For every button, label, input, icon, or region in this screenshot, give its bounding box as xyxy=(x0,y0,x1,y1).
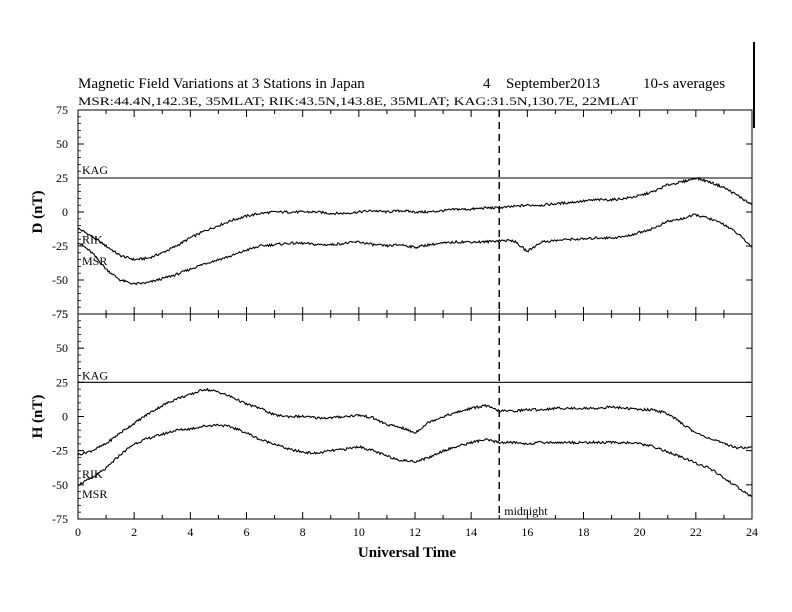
panel-d: 75 50 25 0 -25 -50 -75 KAG RIK MSR xyxy=(52,103,753,321)
series-line-d-rik xyxy=(77,176,753,262)
y-tick-label-h: 0 xyxy=(62,410,68,424)
series-line-h-rik xyxy=(77,387,753,456)
title-year: 2013 xyxy=(570,76,600,92)
y-tick-label-h: -25 xyxy=(52,444,68,458)
series-line-d-msr xyxy=(77,213,753,286)
y-tick-label-d: 50 xyxy=(56,137,68,151)
d-axis-label: D (nT) xyxy=(30,191,46,234)
h-axis-label: H (nT) xyxy=(30,395,46,439)
y-tick-label-h: -50 xyxy=(52,478,68,492)
station-label-d-msr: MSR xyxy=(82,254,107,268)
station-label-h-kag: KAG xyxy=(82,368,108,382)
station-label-h-rik: RIK xyxy=(82,467,103,481)
x-axis-label: Universal Time xyxy=(358,545,457,561)
x-tick-label: 6 xyxy=(244,525,250,539)
title-averaging: 10-s averages xyxy=(643,76,725,92)
panel-frame-d xyxy=(77,109,753,315)
title-month: September xyxy=(506,76,570,92)
x-tick-label: 12 xyxy=(409,525,421,539)
station-label-d-kag: KAG xyxy=(82,163,108,177)
y-tick-label-h: 75 xyxy=(56,307,68,321)
y-tick-label-d: -75 xyxy=(52,307,68,321)
x-tick-label: 8 xyxy=(300,525,306,539)
title-day: 4 xyxy=(483,76,491,92)
series-line-h-msr xyxy=(77,423,753,498)
chart-title: Magnetic Field Variations at 3 Stations … xyxy=(78,76,365,92)
y-tick-label-d: 75 xyxy=(56,103,68,117)
x-tick-label: 22 xyxy=(690,525,702,539)
y-tick-label-d: 25 xyxy=(56,171,68,185)
x-tick-label: 4 xyxy=(187,525,193,539)
y-tick-label-d: -50 xyxy=(52,273,68,287)
station-subtitle: MSR:44.4N,142.3E, 35MLAT; RIK:43.5N,143.… xyxy=(78,94,639,108)
x-tick-label: 16 xyxy=(521,525,533,539)
panel-frame-h xyxy=(77,313,753,520)
y-tick-label-d: 0 xyxy=(62,205,68,219)
x-tick-label: 24 xyxy=(746,525,758,539)
station-label-d-rik: RIK xyxy=(82,232,103,246)
midnight-label: midnight xyxy=(504,504,548,518)
x-tick-label: 0 xyxy=(75,525,81,539)
x-tick-label: 18 xyxy=(578,525,590,539)
station-label-h-msr: MSR xyxy=(82,487,107,501)
x-tick-label: 20 xyxy=(634,525,646,539)
x-tick-label: 14 xyxy=(465,525,477,539)
y-tick-label-h: 50 xyxy=(56,341,68,355)
y-tick-label-h: -75 xyxy=(52,512,68,526)
y-tick-label-h: 25 xyxy=(56,375,68,389)
x-tick-label: 10 xyxy=(353,525,365,539)
y-tick-label-d: -25 xyxy=(52,239,68,253)
x-tick-label: 2 xyxy=(131,525,137,539)
